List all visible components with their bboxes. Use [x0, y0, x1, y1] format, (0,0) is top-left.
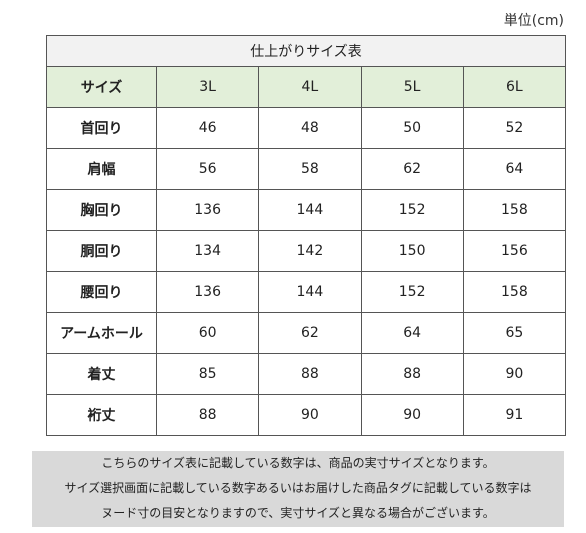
table-cell: 88	[155, 394, 260, 436]
table-cell: 50	[360, 107, 464, 149]
table-cell: 150	[360, 230, 464, 272]
size-header: 6L	[462, 66, 567, 108]
row-label: 胸回り	[46, 189, 157, 231]
row-label: 首回り	[46, 107, 157, 149]
table-row: 肩幅 56 58 62 64	[46, 148, 567, 190]
table-cell: 62	[258, 312, 362, 354]
table-cell: 144	[258, 189, 362, 231]
row-label: 着丈	[46, 353, 157, 395]
table-title-row: 仕上がりサイズ表	[46, 35, 566, 67]
table-cell: 152	[360, 189, 464, 231]
table-cell: 85	[155, 353, 260, 395]
note-line: こちらのサイズ表に記載している数字は、商品の実寸サイズとなります。	[101, 456, 495, 470]
table-row: 首回り 46 48 50 52	[46, 107, 567, 149]
table-cell: 90	[462, 353, 567, 395]
table-row: アームホール 60 62 64 65	[46, 312, 567, 354]
header-label: サイズ	[46, 66, 157, 108]
table-cell: 91	[462, 394, 567, 436]
size-note-box: こちらのサイズ表に記載している数字は、商品の実寸サイズとなります。 サイズ選択画…	[32, 451, 564, 527]
size-header: 5L	[360, 66, 464, 108]
table-cell: 156	[462, 230, 567, 272]
table-header-row: サイズ 3L 4L 5L 6L	[46, 66, 567, 108]
table-cell: 136	[155, 189, 260, 231]
row-label: 肩幅	[46, 148, 157, 190]
table-cell: 48	[258, 107, 362, 149]
table-row: 腰回り 136 144 152 158	[46, 271, 567, 313]
table-cell: 136	[155, 271, 260, 313]
row-label: 胴回り	[46, 230, 157, 272]
table-row: 着丈 85 88 88 90	[46, 353, 567, 395]
table-cell: 142	[258, 230, 362, 272]
table-row: 胸回り 136 144 152 158	[46, 189, 567, 231]
table-cell: 90	[258, 394, 362, 436]
table-cell: 64	[360, 312, 464, 354]
table-cell: 56	[155, 148, 260, 190]
row-label: 裄丈	[46, 394, 157, 436]
table-cell: 88	[258, 353, 362, 395]
table-cell: 46	[155, 107, 260, 149]
table-cell: 158	[462, 271, 567, 313]
table-cell: 58	[258, 148, 362, 190]
table-cell: 134	[155, 230, 260, 272]
table-row: 裄丈 88 90 90 91	[46, 394, 567, 436]
size-table: 仕上がりサイズ表 サイズ 3L 4L 5L 6L 首回り 46 48 50 52…	[46, 35, 567, 436]
note-line: サイズ選択画面に記載している数字あるいはお届けした商品タグに記載している数字は	[64, 481, 532, 495]
table-cell: 144	[258, 271, 362, 313]
table-cell: 62	[360, 148, 464, 190]
note-line: ヌード寸の目安となりますので、実寸サイズと異なる場合がございます。	[101, 506, 495, 520]
row-label: アームホール	[46, 312, 157, 354]
table-title: 仕上がりサイズ表	[46, 35, 566, 67]
unit-label: 単位(cm)	[503, 13, 564, 29]
table-cell: 152	[360, 271, 464, 313]
size-header: 4L	[258, 66, 362, 108]
table-cell: 90	[360, 394, 464, 436]
size-header: 3L	[155, 66, 260, 108]
table-row: 胴回り 134 142 150 156	[46, 230, 567, 272]
table-cell: 52	[462, 107, 567, 149]
table-cell: 158	[462, 189, 567, 231]
table-cell: 65	[462, 312, 567, 354]
table-cell: 88	[360, 353, 464, 395]
table-cell: 64	[462, 148, 567, 190]
row-label: 腰回り	[46, 271, 157, 313]
table-cell: 60	[155, 312, 260, 354]
